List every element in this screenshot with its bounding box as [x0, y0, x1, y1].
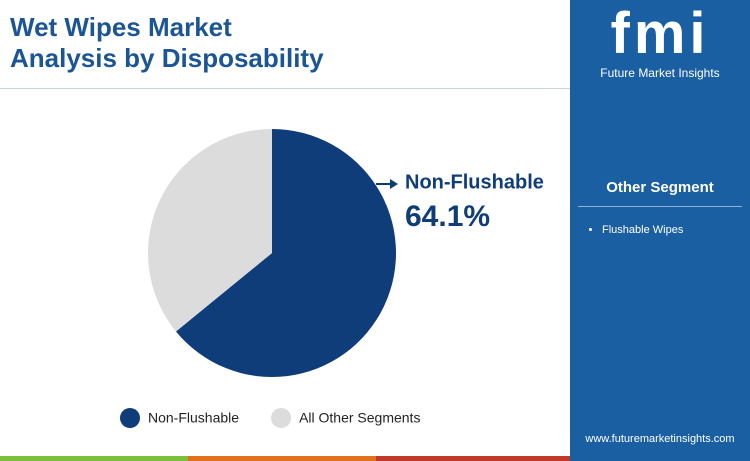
chart-title: Wet Wipes Market Analysis by Disposabili… — [10, 12, 324, 73]
logo-mark: fmi — [610, 1, 710, 66]
pie-slice — [148, 129, 272, 332]
sidebar-heading: Other Segment — [578, 179, 742, 207]
legend-swatch — [271, 408, 292, 428]
sidebar-item: Flushable Wipes — [602, 224, 683, 236]
divider — [0, 88, 570, 89]
legend-label: Non-Flushable — [148, 410, 239, 426]
annotation-arrowhead — [390, 179, 398, 189]
legend-label: All Other Segments — [299, 410, 420, 426]
pie-slice — [175, 129, 397, 377]
chart: Non-Flushable 64.1% Non-Flushable All Oth… — [120, 129, 544, 428]
annotation-label: Non-Flushable — [405, 171, 544, 193]
footer-stripe — [0, 456, 570, 461]
logo-name: Future Market Insights — [600, 66, 720, 80]
sidebar: fmi Future Market Insights Other Segment… — [570, 0, 750, 461]
legend-swatch — [120, 408, 140, 428]
annotation-value: 64.1% — [405, 200, 490, 233]
sidebar-list: Flushable Wipes — [588, 224, 683, 236]
footer-url: www.futuremarketinsights.com — [585, 433, 735, 445]
